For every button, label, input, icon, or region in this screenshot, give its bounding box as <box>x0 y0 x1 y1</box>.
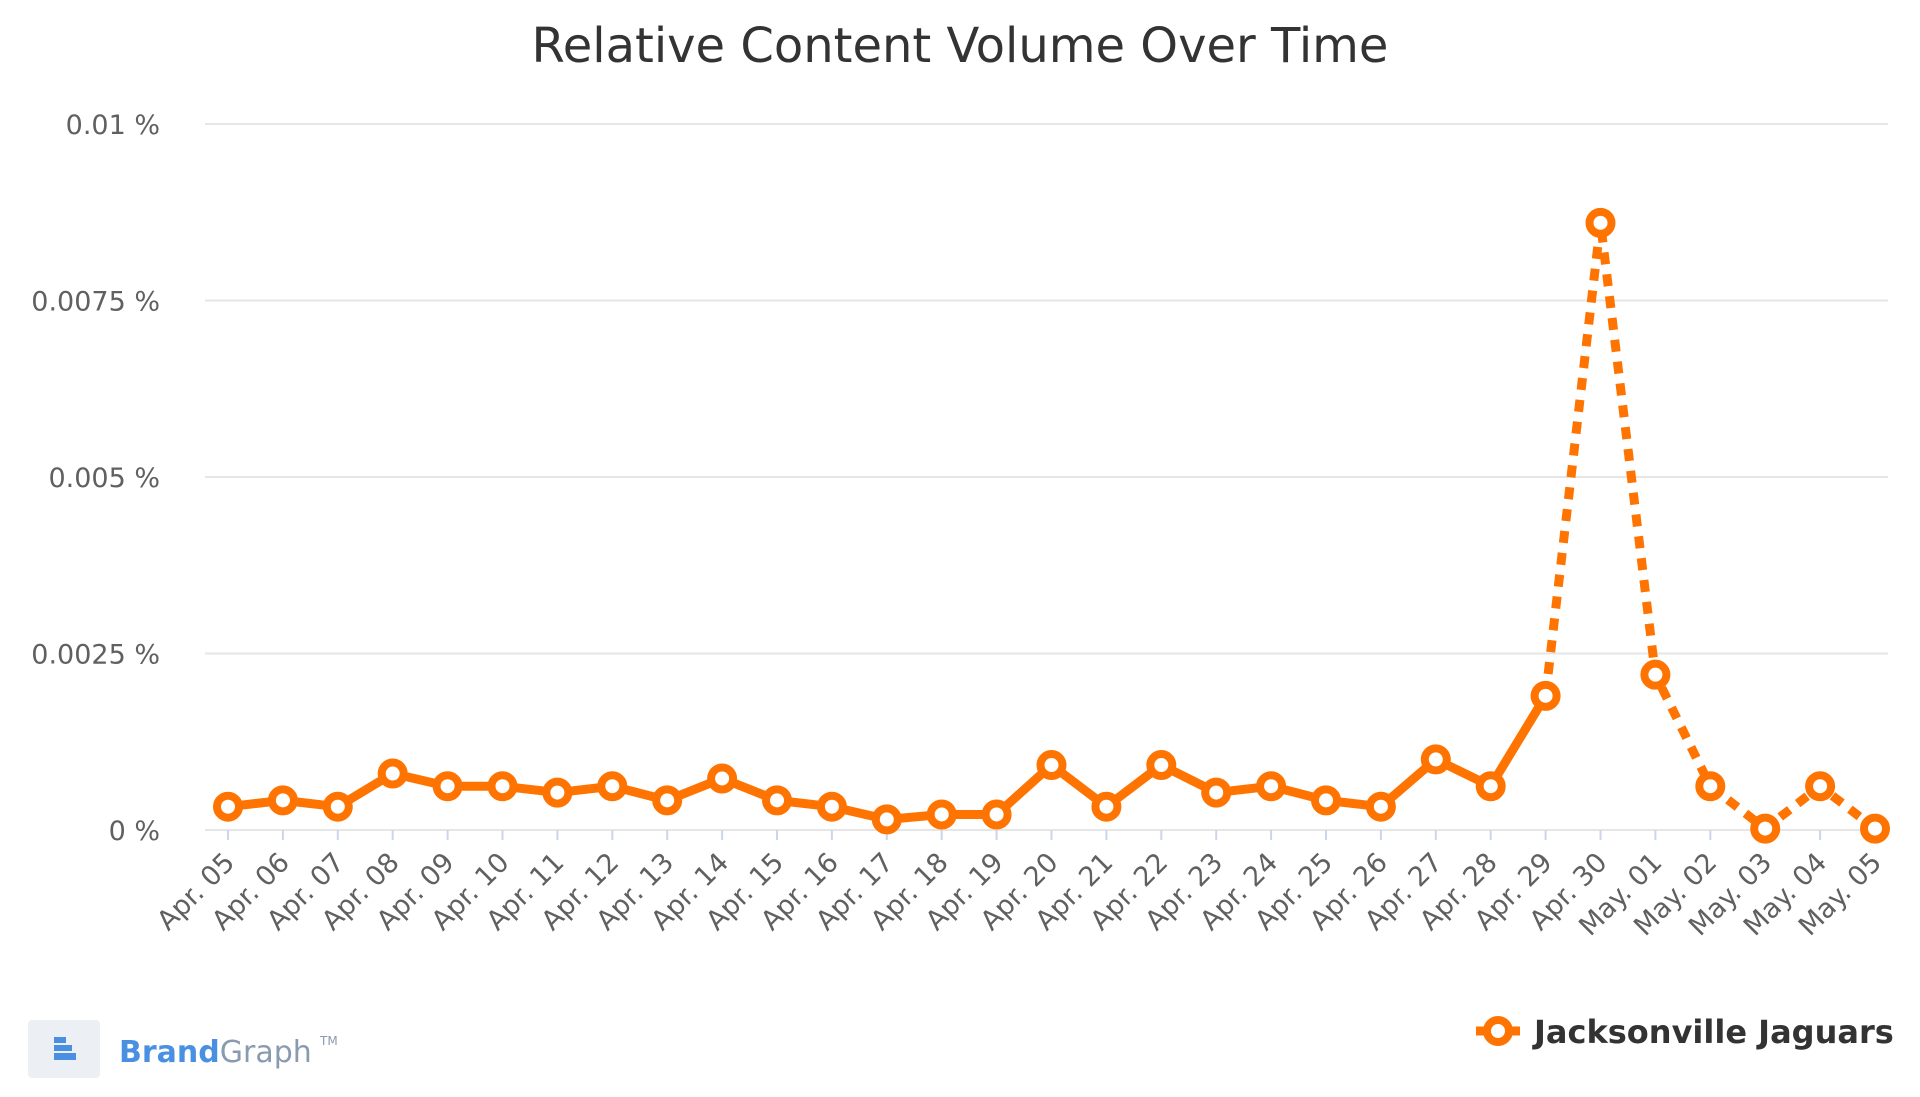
data-point[interactable] <box>1530 680 1561 711</box>
data-point[interactable] <box>377 758 408 789</box>
data-point[interactable] <box>1311 785 1341 816</box>
series-lines <box>223 218 1878 834</box>
brand-logo: BrandGraph TM <box>28 1020 338 1078</box>
y-tick-label: 0 % <box>109 816 160 847</box>
data-point[interactable] <box>1750 813 1781 844</box>
series-line-dashed <box>1541 218 1878 834</box>
y-tick-label: 0.005 % <box>48 463 160 494</box>
data-point[interactable] <box>1860 813 1890 844</box>
y-axis: 0 % 0.0025 % 0.005 % 0.0075 % 0.01 % <box>31 110 160 847</box>
brand-tm: TM <box>319 1034 338 1048</box>
y-tick-label: 0.0025 % <box>31 640 160 671</box>
series-points <box>213 207 1890 844</box>
data-point[interactable] <box>926 799 957 830</box>
graph-part: Graph <box>220 1035 312 1070</box>
data-point[interactable] <box>1420 744 1451 775</box>
brand-part: Brand <box>119 1035 220 1070</box>
legend-label: Jacksonville Jaguars <box>1532 1013 1894 1051</box>
series-line-solid <box>223 691 1551 824</box>
data-point[interactable] <box>652 785 683 816</box>
data-point[interactable] <box>1640 659 1671 690</box>
data-point[interactable] <box>981 799 1012 830</box>
legend-marker-icon <box>1483 1016 1513 1046</box>
data-point[interactable] <box>1036 750 1067 781</box>
data-point[interactable] <box>213 791 243 822</box>
data-point[interactable] <box>597 771 628 802</box>
data-point[interactable] <box>322 791 353 822</box>
y-tick-label: 0.01 % <box>66 110 160 141</box>
data-point[interactable] <box>267 785 298 816</box>
y-tick-label: 0.0075 % <box>31 287 160 318</box>
data-point[interactable] <box>1146 750 1177 781</box>
data-point[interactable] <box>871 804 902 835</box>
data-point[interactable] <box>1201 777 1232 808</box>
data-point[interactable] <box>707 763 738 794</box>
data-point[interactable] <box>542 777 573 808</box>
data-point[interactable] <box>432 771 463 802</box>
data-point[interactable] <box>487 771 518 802</box>
data-point[interactable] <box>762 785 792 816</box>
data-point[interactable] <box>1475 771 1506 802</box>
data-point[interactable] <box>816 791 847 822</box>
chart-title: Relative Content Volume Over Time <box>532 18 1389 74</box>
data-point[interactable] <box>1805 771 1836 802</box>
legend[interactable]: Jacksonville Jaguars <box>1476 1013 1894 1051</box>
data-point[interactable] <box>1256 771 1287 802</box>
brandgraph-logo-icon <box>28 1020 100 1078</box>
data-point[interactable] <box>1695 771 1726 802</box>
data-point[interactable] <box>1585 207 1616 238</box>
data-point[interactable] <box>1091 791 1122 822</box>
brand-name: BrandGraph <box>119 1035 312 1070</box>
data-point[interactable] <box>1365 791 1396 822</box>
